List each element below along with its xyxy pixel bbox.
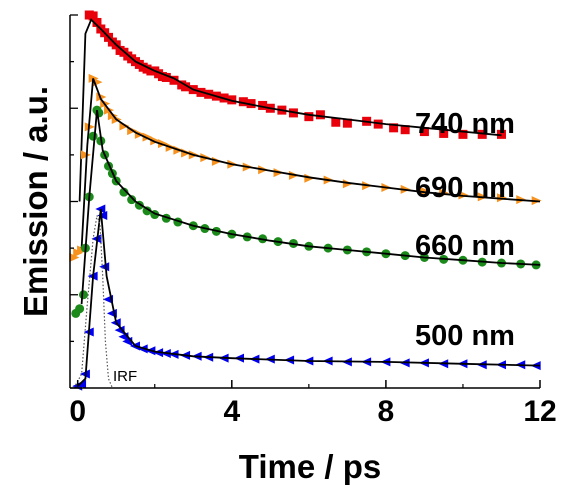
series-label-500-nm: 500 nm xyxy=(415,320,515,352)
point-690-nm-36 xyxy=(439,188,450,198)
point-500-nm-5 xyxy=(91,234,102,244)
point-740-nm-48 xyxy=(496,129,506,139)
series-label-660-nm: 660 nm xyxy=(415,230,515,262)
point-500-nm-1 xyxy=(76,379,87,389)
point-740-nm-32 xyxy=(258,100,268,110)
point-740-nm-45 xyxy=(439,128,449,138)
point-690-nm-16 xyxy=(150,136,161,146)
point-690-nm-31 xyxy=(342,179,353,189)
point-740-nm-47 xyxy=(477,129,487,139)
axes xyxy=(69,14,541,389)
point-500-nm-12 xyxy=(114,325,125,335)
fit-line-740-nm xyxy=(78,18,502,202)
point-740-nm-42 xyxy=(389,123,399,133)
point-690-nm-15 xyxy=(142,132,153,142)
point-740-nm-41 xyxy=(373,119,383,129)
series-label-690-nm: 690 nm xyxy=(415,172,515,204)
point-740-nm-46 xyxy=(458,129,468,139)
point-740-nm-37 xyxy=(315,110,325,120)
point-740-nm-1 xyxy=(88,11,98,21)
x-tick-label-0: 0 xyxy=(69,395,86,428)
point-740-nm-44 xyxy=(419,127,429,137)
point-690-nm-35 xyxy=(419,186,430,196)
fit-line-500-nm xyxy=(77,208,541,387)
x-tick-label-1: 4 xyxy=(223,395,240,428)
point-740-nm-21 xyxy=(169,75,179,85)
x-tick-label-2: 8 xyxy=(378,395,395,428)
x-axis-title: Time / ps xyxy=(239,448,381,485)
plot-area xyxy=(69,10,542,391)
point-740-nm-20 xyxy=(161,72,171,82)
point-660-nm-1 xyxy=(75,304,85,314)
point-740-nm-2 xyxy=(92,17,102,27)
series-label-740-nm: 740 nm xyxy=(415,108,515,140)
point-690-nm-37 xyxy=(458,190,469,200)
point-660-nm-5 xyxy=(88,131,98,141)
point-740-nm-38 xyxy=(331,117,341,127)
point-660-nm-16 xyxy=(142,206,152,216)
labels: 0 4 8 12 Time / ps Emission / a.u. 740 nm 690 n… xyxy=(17,86,557,485)
point-740-nm-29 xyxy=(227,95,237,105)
point-660-nm-14 xyxy=(127,195,137,205)
point-740-nm-23 xyxy=(181,82,191,92)
point-740-nm-36 xyxy=(304,112,314,122)
point-660-nm-2 xyxy=(78,290,88,300)
x-tick-label-3: 12 xyxy=(523,395,556,428)
irf-curve xyxy=(73,215,113,389)
irf-label: IRF xyxy=(113,368,137,385)
point-660-nm-13 xyxy=(119,187,129,197)
point-740-nm-43 xyxy=(400,125,410,135)
fit-line-660-nm xyxy=(80,109,541,305)
point-740-nm-31 xyxy=(246,99,256,109)
fit-line-690-nm xyxy=(80,78,541,249)
point-740-nm-39 xyxy=(342,118,352,128)
point-690-nm-0 xyxy=(69,252,80,262)
point-740-nm-30 xyxy=(238,97,248,107)
y-axis-title: Emission / a.u. xyxy=(17,86,54,317)
point-690-nm-39 xyxy=(496,193,507,203)
point-500-nm-8 xyxy=(99,262,110,272)
